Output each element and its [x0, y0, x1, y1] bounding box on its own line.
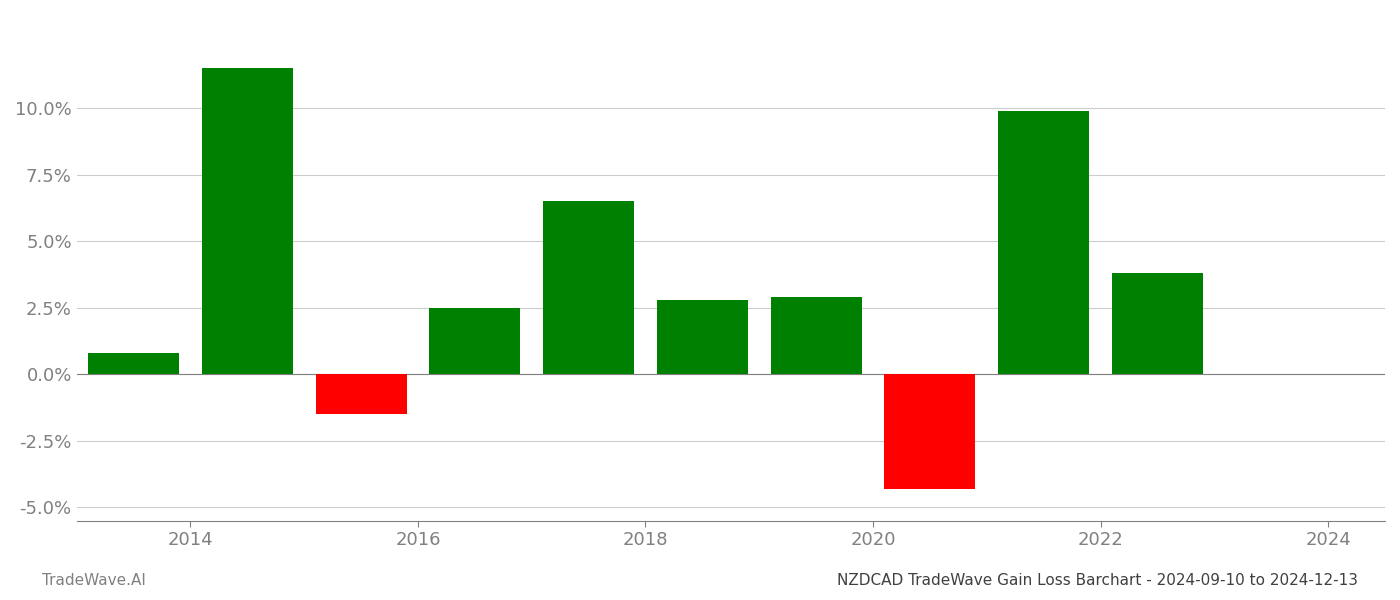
Text: NZDCAD TradeWave Gain Loss Barchart - 2024-09-10 to 2024-12-13: NZDCAD TradeWave Gain Loss Barchart - 20… [837, 573, 1358, 588]
Bar [770, 297, 861, 374]
Bar [430, 308, 521, 374]
Bar [998, 111, 1089, 374]
Bar [885, 374, 976, 488]
Text: TradeWave.AI: TradeWave.AI [42, 573, 146, 588]
Bar [657, 300, 748, 374]
Bar [1112, 273, 1203, 374]
Bar [202, 68, 293, 374]
Bar [543, 201, 634, 374]
Bar [88, 353, 179, 374]
Bar [315, 374, 406, 414]
